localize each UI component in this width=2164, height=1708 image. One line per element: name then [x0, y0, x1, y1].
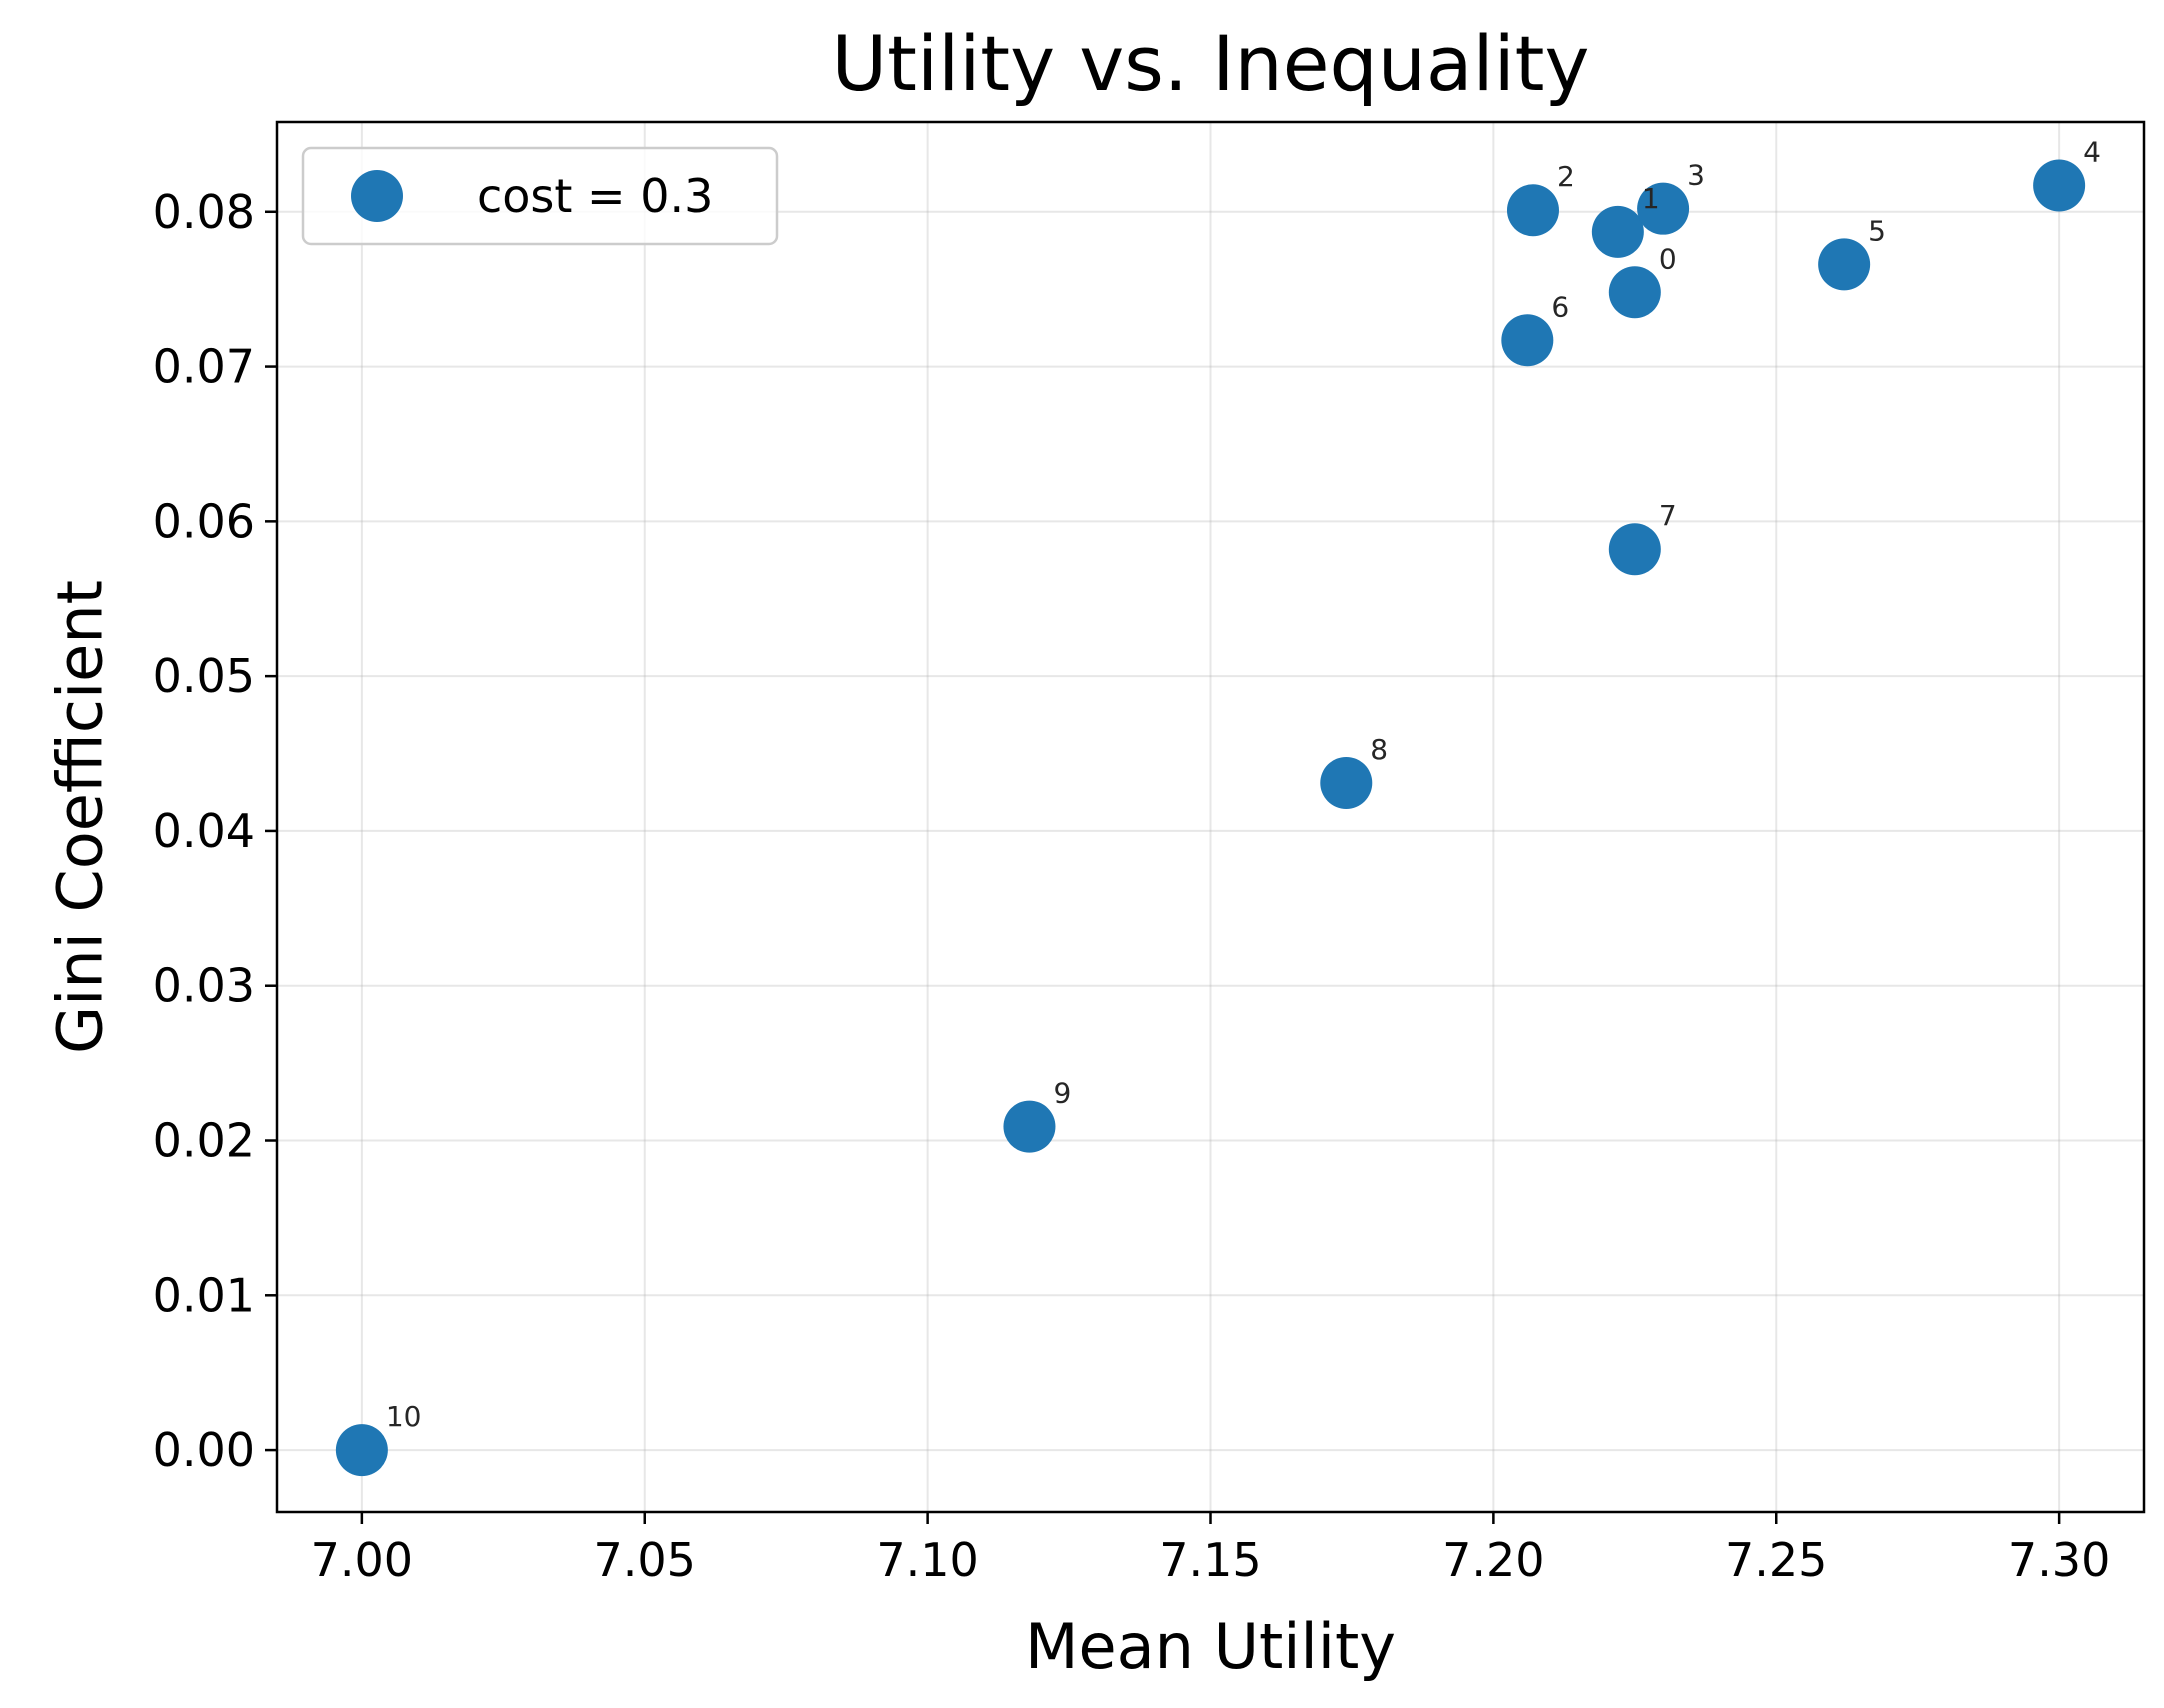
chart-title: Utility vs. Inequality — [832, 19, 1590, 108]
x-tick-label: 7.05 — [594, 1533, 696, 1587]
x-tick-label: 7.30 — [2008, 1533, 2110, 1587]
y-tick-label: 0.02 — [153, 1114, 255, 1168]
data-point-label: 4 — [2083, 135, 2101, 168]
data-point-label: 9 — [1053, 1077, 1071, 1110]
data-point-label: 5 — [1868, 214, 1886, 247]
data-point-label: 1 — [1642, 182, 1660, 215]
data-point — [1591, 205, 1644, 258]
data-point-label: 6 — [1551, 290, 1569, 323]
y-tick-label: 0.06 — [153, 494, 255, 548]
data-point — [1501, 314, 1554, 367]
data-point — [1608, 523, 1661, 576]
legend: cost = 0.3 — [301, 146, 779, 246]
y-tick-label: 0.07 — [153, 340, 255, 394]
data-point — [1506, 184, 1559, 237]
data-point — [1608, 266, 1661, 319]
data-point — [1818, 238, 1871, 291]
data-point-label: 0 — [1659, 242, 1677, 275]
data-point-label: 7 — [1659, 499, 1677, 532]
data-point-label: 3 — [1687, 159, 1705, 192]
x-axis-label: Mean Utility — [1025, 1610, 1396, 1683]
point-labels-layer: 0 1 2 3 4 5 6 7 8 9 10 — [386, 135, 2101, 1433]
ticks-layer: 7.00 7.05 7.10 7.15 7.20 7.25 7.30 0.00 0.01 0.02… — [153, 185, 2111, 1587]
data-point — [1320, 756, 1373, 809]
legend-marker — [351, 170, 403, 222]
data-point-label: 10 — [386, 1400, 422, 1433]
legend-box — [301, 146, 779, 246]
data-point — [1003, 1100, 1056, 1153]
x-tick-label: 7.10 — [876, 1533, 978, 1587]
x-tick-label: 7.25 — [1725, 1533, 1827, 1587]
points-layer — [335, 159, 2086, 1477]
y-axis-label: Gini Coefficient — [44, 580, 117, 1054]
data-point-label: 8 — [1370, 733, 1388, 766]
data-point — [1637, 182, 1690, 235]
y-tick-label: 0.03 — [153, 959, 255, 1013]
data-point — [335, 1424, 388, 1477]
y-tick-label: 0.04 — [153, 804, 255, 858]
grid-layer — [277, 122, 2144, 1512]
x-tick-label: 7.15 — [1159, 1533, 1261, 1587]
y-tick-label: 0.05 — [153, 649, 255, 703]
x-tick-label: 7.20 — [1442, 1533, 1544, 1587]
y-tick-label: 0.01 — [153, 1268, 255, 1322]
data-point — [2033, 159, 2086, 212]
data-point-label: 2 — [1557, 160, 1575, 193]
y-tick-label: 0.00 — [153, 1423, 255, 1477]
x-tick-label: 7.00 — [311, 1533, 413, 1587]
legend-label: cost = 0.3 — [477, 169, 713, 223]
y-tick-label: 0.08 — [153, 185, 255, 239]
